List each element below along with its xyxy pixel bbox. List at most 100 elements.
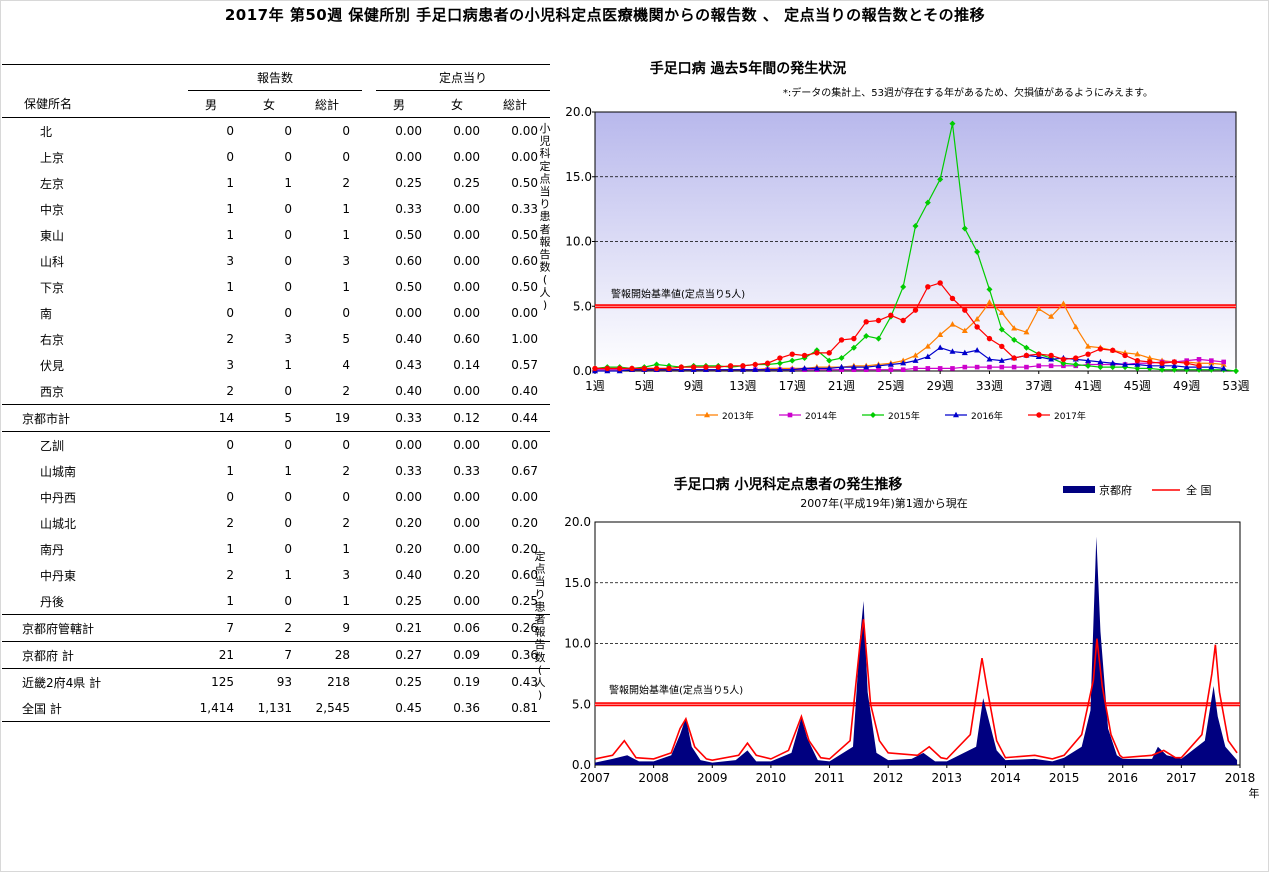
row-cell: 0.00 xyxy=(453,516,480,530)
row-cell: 0.00 xyxy=(434,378,492,405)
chart1-data-point xyxy=(1085,343,1092,349)
row-name: 京都市計 xyxy=(2,404,188,432)
row-cell: 0.60 xyxy=(395,254,422,268)
chart1-ytick-label: 10.0 xyxy=(565,235,592,249)
chart1-data-point xyxy=(715,364,721,370)
chart1-data-point xyxy=(925,366,931,371)
legend-label: 2017年 xyxy=(1054,410,1086,422)
chart1-data-point xyxy=(937,344,944,350)
chart1-data-point xyxy=(1233,368,1239,374)
header-group-reports: 報告数 xyxy=(188,64,362,91)
chart2-threshold-label: 警報開始基準値(定点当り5人) xyxy=(609,683,743,696)
table-row: 中京 1 0 1 0.33 0.00 0.33 xyxy=(2,196,550,222)
row-cell: 0.25 xyxy=(376,588,434,615)
row-cell: 0.33 xyxy=(453,464,480,478)
row-cell: 0.00 xyxy=(511,150,538,164)
chart1-data-point xyxy=(949,120,956,127)
row-cell: 0.00 xyxy=(395,150,422,164)
row-cell: 3 xyxy=(226,254,234,268)
row-cell: 0.00 xyxy=(511,490,538,504)
chart1-data-point xyxy=(900,283,907,290)
chart1-data-point xyxy=(1060,360,1067,367)
chart1-data-point xyxy=(850,344,857,351)
chart1-xtick-label: 17週 xyxy=(779,379,806,393)
row-name: 乙訓 xyxy=(40,438,65,453)
row-cell: 0.20 xyxy=(395,516,422,530)
chart1-data-point xyxy=(937,331,944,337)
chart1-data-point xyxy=(850,363,857,370)
row-cell: 0 xyxy=(226,124,234,138)
table-row: 京都府 計 21 7 28 0.27 0.09 0.36 xyxy=(2,641,550,669)
chart1-data-point xyxy=(924,343,931,349)
row-cell: 0 xyxy=(342,124,350,138)
chart1-data-point xyxy=(1220,365,1227,371)
header-group-per-site: 定点当り xyxy=(376,64,550,91)
chart1-data-point xyxy=(949,321,956,327)
chart1-data-point xyxy=(900,360,907,366)
row-cell: 1 xyxy=(226,176,234,190)
chart1-data-point xyxy=(974,316,981,322)
row-cell: 0 xyxy=(342,490,350,504)
row-cell: 0.00 xyxy=(434,588,492,615)
row-cell: 0.00 xyxy=(395,124,422,138)
chart1-data-point xyxy=(1048,363,1054,369)
table-row: 北 0 0 0 0.00 0.00 0.00 xyxy=(2,118,550,145)
chart1-data-point xyxy=(1196,357,1202,362)
chart1-xtick-label: 33週 xyxy=(976,379,1003,393)
column-header-male-per-site: 男 xyxy=(376,90,434,118)
row-name: 京都府 計 xyxy=(2,641,188,669)
row-cell: 1 xyxy=(226,464,234,478)
row-cell: 0.00 xyxy=(453,254,480,268)
chart1-xtick-label: 49週 xyxy=(1173,379,1200,393)
chart1-series-2017年 xyxy=(592,280,1202,372)
row-cell: 0.40 xyxy=(395,568,422,582)
chart1-data-point xyxy=(912,222,919,229)
chart1-data-point xyxy=(1171,366,1178,373)
chart1-data-point xyxy=(1159,366,1166,373)
chart1-data-point xyxy=(839,367,844,373)
row-name: 南 xyxy=(40,306,53,321)
table-row: 西京 2 0 2 0.40 0.00 0.40 xyxy=(2,378,550,405)
row-cell: 1 xyxy=(342,280,350,294)
row-cell: 0.00 xyxy=(395,438,422,452)
chart1-data-point xyxy=(1208,363,1215,370)
legend-label: 全 国 xyxy=(1186,483,1212,497)
row-cell: 0.20 xyxy=(395,542,422,556)
row-cell: 0 xyxy=(226,438,234,452)
chart1-data-point xyxy=(1048,352,1054,359)
chart1-threshold-label: 警報開始基準値(定点当り5人) xyxy=(611,287,745,300)
chart1-data-point xyxy=(690,364,697,370)
table-row: 下京 1 0 1 0.50 0.00 0.50 xyxy=(2,274,550,300)
row-cell: 0 xyxy=(284,542,292,556)
row-cell: 0 xyxy=(226,306,234,320)
chart1-ytick-label: 5.0 xyxy=(573,299,592,313)
chart1-data-point xyxy=(1146,362,1153,369)
chart2-ytick-label: 0.0 xyxy=(572,758,591,772)
chart1-data-point xyxy=(900,367,906,373)
row-cell: 5 xyxy=(342,332,350,346)
chart1-data-point xyxy=(703,364,709,370)
row-cell: 0.33 xyxy=(395,202,422,216)
chart1-data-point xyxy=(986,299,993,305)
chart1-data-point xyxy=(851,335,857,342)
chart1-data-point xyxy=(851,367,857,373)
row-cell: 7 xyxy=(188,614,246,642)
chart2-x-axis-unit: 年 xyxy=(1249,786,1260,800)
chart1-xtick-label: 21週 xyxy=(828,379,855,393)
chart1-y-axis-label: 小児科定点当り患者報告数(人) xyxy=(540,122,551,311)
chart1-data-point xyxy=(752,366,759,372)
row-cell: 0.25 xyxy=(395,176,422,190)
row-cell: 2 xyxy=(304,378,362,405)
row-cell: 0.00 xyxy=(453,490,480,504)
chart1-data-point xyxy=(1183,363,1190,370)
row-cell: 0 xyxy=(284,202,292,216)
row-name: 山城南 xyxy=(40,464,77,479)
row-cell: 0 xyxy=(284,254,292,268)
row-cell: 0 xyxy=(342,306,350,320)
chart1-note: *:データの集計上、53週が存在する年があるため、欠損値があるようにみえます。 xyxy=(783,86,1153,99)
row-cell: 19 xyxy=(304,404,362,432)
chart1-data-point xyxy=(814,350,820,356)
chart1-data-point xyxy=(1134,350,1141,357)
chart1-data-point xyxy=(1036,363,1042,369)
row-cell: 0 xyxy=(226,150,234,164)
